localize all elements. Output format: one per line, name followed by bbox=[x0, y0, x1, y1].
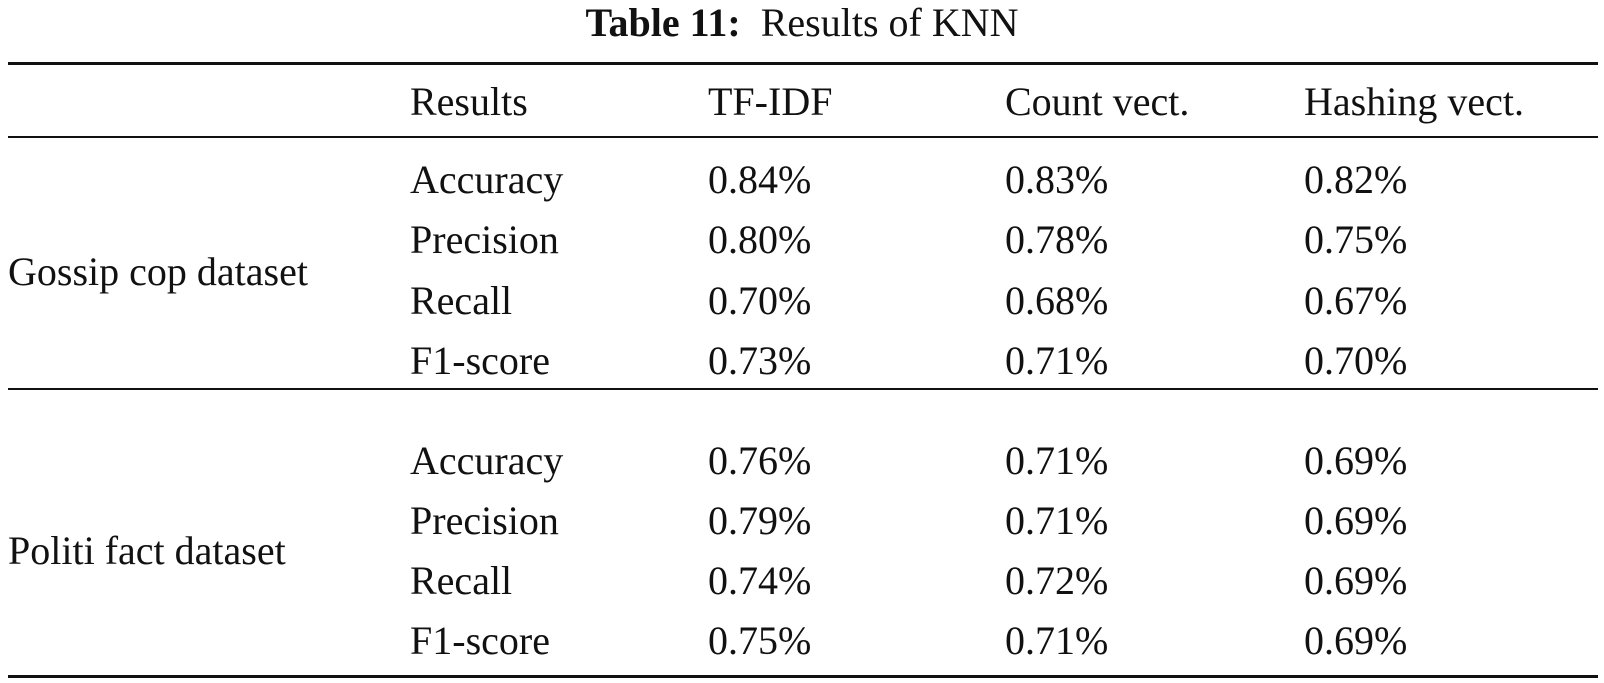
value-cell: 0.71% bbox=[1005, 498, 1109, 543]
value-cell: 0.75% bbox=[708, 618, 812, 663]
value-cell: 0.84% bbox=[708, 157, 812, 202]
header-count-vect: Count vect. bbox=[1005, 79, 1190, 124]
group-name-gossip-cop: Gossip cop dataset bbox=[8, 249, 308, 294]
value-cell: 0.68% bbox=[1005, 278, 1109, 323]
value-cell: 0.67% bbox=[1304, 278, 1408, 323]
metric-cell: Recall bbox=[410, 278, 513, 323]
value-cell: 0.71% bbox=[1005, 338, 1109, 383]
metric-cell: Accuracy bbox=[410, 157, 564, 202]
value-cell: 0.69% bbox=[1304, 558, 1408, 603]
metric-cell: Recall bbox=[410, 558, 513, 603]
metric-cell: Precision bbox=[410, 498, 559, 543]
header-results: Results bbox=[410, 79, 528, 124]
header-rule bbox=[8, 136, 1598, 138]
bottom-rule bbox=[8, 675, 1598, 678]
value-cell: 0.70% bbox=[708, 278, 812, 323]
value-cell: 0.69% bbox=[1304, 618, 1408, 663]
metric-cell: Accuracy bbox=[410, 438, 564, 483]
table-caption: Table 11: Results of KNN bbox=[0, 0, 1604, 46]
value-cell: 0.69% bbox=[1304, 438, 1408, 483]
header-hashing-vect: Hashing vect. bbox=[1304, 79, 1524, 124]
value-cell: 0.71% bbox=[1005, 618, 1109, 663]
metric-cell: Precision bbox=[410, 217, 559, 262]
value-cell: 0.76% bbox=[708, 438, 812, 483]
value-cell: 0.79% bbox=[708, 498, 812, 543]
metric-cell: F1-score bbox=[410, 618, 550, 663]
value-cell: 0.78% bbox=[1005, 217, 1109, 262]
value-cell: 0.82% bbox=[1304, 157, 1408, 202]
value-cell: 0.80% bbox=[708, 217, 812, 262]
header-tfidf: TF-IDF bbox=[708, 79, 833, 124]
value-cell: 0.74% bbox=[708, 558, 812, 603]
value-cell: 0.72% bbox=[1005, 558, 1109, 603]
group-name-politi-fact: Politi fact dataset bbox=[8, 528, 286, 573]
group-separator-rule bbox=[8, 388, 1598, 390]
metric-cell: F1-score bbox=[410, 338, 550, 383]
value-cell: 0.73% bbox=[708, 338, 812, 383]
value-cell: 0.69% bbox=[1304, 498, 1408, 543]
value-cell: 0.70% bbox=[1304, 338, 1408, 383]
value-cell: 0.71% bbox=[1005, 438, 1109, 483]
value-cell: 0.83% bbox=[1005, 157, 1109, 202]
table-caption-label: Table 11: bbox=[585, 0, 741, 45]
top-rule bbox=[8, 62, 1598, 65]
table-caption-title: Results of KNN bbox=[760, 0, 1019, 45]
value-cell: 0.75% bbox=[1304, 217, 1408, 262]
